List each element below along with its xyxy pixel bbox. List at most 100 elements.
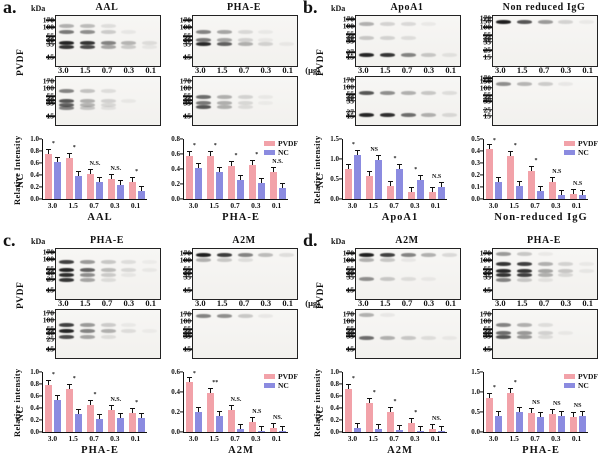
kda-tick — [46, 35, 55, 37]
lane-amount: 3.0 — [358, 298, 369, 308]
protein-band — [100, 278, 116, 282]
y-tick-label: 0.2 — [30, 416, 39, 424]
protein-band — [79, 278, 95, 282]
significance-label: N.S — [573, 181, 583, 188]
error-bar — [270, 167, 276, 172]
significance-label: * — [255, 151, 259, 158]
protein-band — [79, 30, 95, 34]
protein-band — [421, 276, 437, 281]
plot-area: * * * N.S. * — [42, 372, 147, 433]
blot-membrane-nc: 1701501005540352515 — [464, 75, 598, 126]
error-bar — [229, 405, 234, 410]
error-bar — [408, 418, 414, 423]
protein-band — [537, 277, 553, 282]
error-bar — [508, 150, 514, 156]
error-bar — [570, 189, 576, 195]
significance-label: * — [393, 156, 397, 162]
x-tick-label: 0.3 — [110, 201, 120, 210]
protein-band — [100, 89, 116, 94]
protein-band — [237, 30, 253, 34]
bar-pvdf — [87, 405, 94, 432]
lane-amount: 0.1 — [282, 65, 293, 75]
bar-pvdf — [548, 414, 556, 432]
membrane-label-pvdf: PVDF — [316, 281, 326, 309]
x-tick-label: 0.3 — [110, 434, 120, 443]
kda-tick — [346, 56, 355, 58]
bar-chart-aal: Relative Intensity * * N.S. N.S. * 0.0 0.2 0.4 0.… — [12, 134, 158, 233]
x-tick-label: 0.7 — [89, 434, 99, 443]
protein-band — [237, 313, 253, 318]
bar-chart-pha-e: Relative intensity * * * N.S. * 0.0 0.2 0.4 0.6 0.… — [12, 367, 158, 465]
x-tick-label: 0.1 — [571, 201, 582, 210]
error-bar — [376, 154, 382, 160]
significance-label: * — [372, 390, 376, 397]
membrane-label-pvdf: PVDF — [16, 48, 26, 76]
protein-band — [496, 81, 511, 86]
kda-tick — [483, 97, 492, 100]
legend-item: NC — [564, 381, 598, 390]
error-bar — [46, 149, 52, 154]
bar-nc — [537, 190, 544, 199]
legend-label: PVDF — [278, 139, 298, 148]
lane-amount: 3.0 — [358, 65, 369, 75]
error-bar — [558, 411, 564, 416]
lane-labels: 3.0 1.5 0.7 0.3 0.1 (μg) — [192, 298, 320, 309]
kda-tick — [183, 86, 192, 89]
bar-pvdf — [387, 186, 394, 199]
kda-tick — [483, 108, 492, 111]
protein-band — [59, 323, 74, 328]
y-tick-label: 0.6 — [171, 150, 180, 158]
kda-tick — [183, 95, 192, 97]
significance-label: * — [351, 142, 355, 148]
error-bar — [496, 177, 502, 183]
y-tick — [180, 411, 183, 413]
y-tick-label: 0.4 — [30, 404, 39, 412]
protein-band — [142, 260, 158, 264]
protein-band — [142, 44, 158, 49]
bar-pvdf — [407, 191, 415, 199]
lane-amount: 0.1 — [582, 65, 593, 75]
protein-band — [79, 41, 95, 45]
y-tick-label: 1.5 — [471, 368, 480, 376]
x-tick-label: 0.7 — [530, 434, 540, 443]
lane-amount: 1.5 — [379, 298, 391, 308]
kda-tick — [46, 42, 55, 45]
error-bar — [438, 426, 444, 432]
y-tick — [480, 186, 483, 188]
blot-image-nc — [355, 309, 461, 359]
x-tick-label: 0.1 — [271, 434, 282, 443]
bar-chart-pha-e: * * * * N.S. 0.0 0.2 0.4 0.6 0.8 3.0 1.5 0.7 0.3 0.1 PH… — [157, 134, 299, 233]
bar-pvdf — [207, 393, 215, 432]
blot-row: PHA-E17010055402515kDa3.01.50.70.30.1170… — [27, 235, 320, 359]
bar-nc — [578, 195, 586, 199]
lane-amount: 0.3 — [123, 298, 135, 308]
lane-amount: 0.3 — [560, 298, 572, 308]
error-bar — [97, 413, 102, 419]
protein-band — [196, 104, 211, 109]
error-bar — [67, 384, 73, 390]
lane-amount: 0.3 — [423, 65, 435, 75]
protein-band — [579, 269, 595, 273]
protein-band — [558, 269, 574, 273]
blot-column: AAL17010055403515kDa3.01.50.70.30.117010… — [27, 2, 161, 126]
blot-membrane-pvdf: 17010055402515kDa — [27, 237, 161, 300]
protein-band — [59, 99, 74, 104]
lane-amount: 1.5 — [79, 298, 91, 308]
error-bar — [429, 187, 435, 193]
y-tick — [39, 138, 42, 140]
lane-amount: 0.1 — [145, 65, 156, 75]
plot-area: * NS * * N.S — [342, 139, 447, 200]
protein-band — [537, 20, 553, 24]
y-tick — [39, 174, 42, 176]
protein-band — [400, 36, 416, 40]
bar-pvdf — [87, 174, 94, 199]
blot-membrane-pvdf: 17010055403515 — [464, 248, 598, 300]
bar-pvdf — [269, 428, 277, 432]
y-tick-label: 0.0 — [30, 428, 39, 436]
protein-band — [516, 272, 532, 277]
error-bar — [517, 180, 523, 186]
bar-nc — [396, 169, 403, 199]
x-tick-label: 3.0 — [188, 434, 199, 443]
error-bar — [346, 383, 352, 389]
blot-image-pvdf — [55, 15, 161, 67]
